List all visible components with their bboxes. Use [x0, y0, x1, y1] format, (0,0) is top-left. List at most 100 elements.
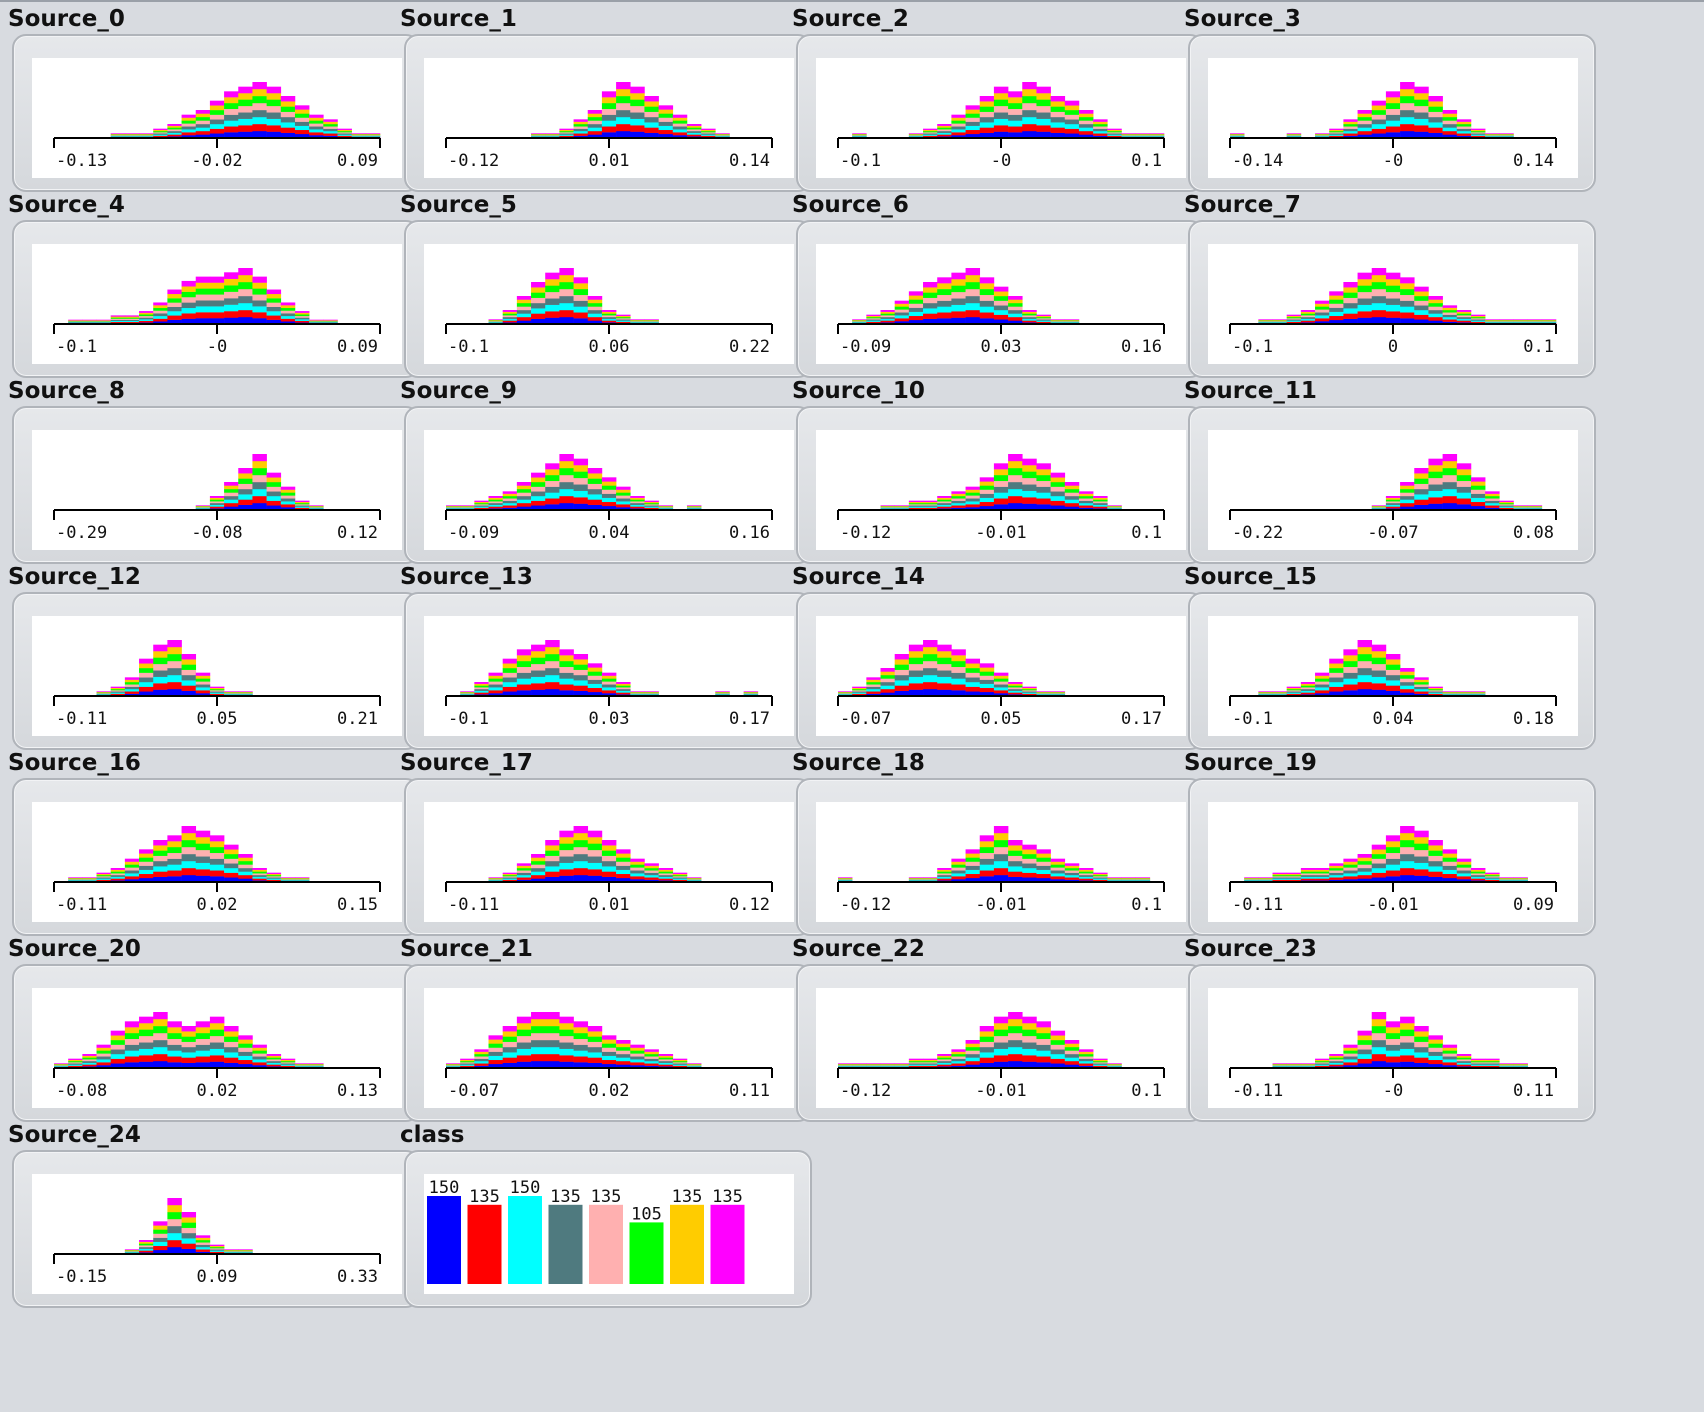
histogram-bar-segment: [266, 315, 282, 320]
histogram-bar-segment: [68, 1061, 83, 1063]
attribute-panel-Source_17[interactable]: Source_17 -0.11 0.01 0.12: [394, 746, 812, 948]
histogram-bar-segment: [1050, 321, 1066, 322]
histogram-bar-segment: [1008, 496, 1023, 504]
histogram-bar-segment: [838, 1063, 853, 1065]
histogram-bar-segment: [1414, 862, 1429, 870]
attribute-title: Source_20: [8, 936, 141, 962]
attribute-panel-class[interactable]: class 150 135 150 135 135 105 135 135: [394, 1118, 812, 1320]
histogram-bar-segment: [195, 690, 211, 694]
attribute-panel-Source_24[interactable]: Source_24 -0.15 0.09 0.33: [2, 1118, 420, 1320]
histogram-bar-segment: [573, 124, 589, 127]
histogram-bar-segment: [852, 1066, 867, 1068]
histogram-bar-segment: [630, 693, 645, 694]
histogram-bar-segment: [880, 320, 895, 323]
histogram-bar-segment: [1244, 879, 1259, 880]
attribute-panel-Source_9[interactable]: Source_9 -0.09 0.04 0.16: [394, 374, 812, 576]
histogram-bar-segment: [294, 317, 310, 320]
histogram-bar-segment: [195, 505, 211, 507]
histogram-bar-segment: [1357, 661, 1373, 669]
histogram-bar-segment: [82, 880, 97, 882]
histogram-bar-segment: [110, 316, 126, 318]
histogram-bar-segment: [545, 492, 560, 499]
histogram-bar-segment: [209, 687, 225, 690]
histogram-bar-segment: [965, 282, 981, 290]
histogram-bar-segment: [1315, 675, 1330, 679]
histogram-bar-segment: [516, 485, 532, 490]
attribute-panel-Source_16[interactable]: Source_16 -0.11 0.02 0.15: [2, 746, 420, 948]
histogram-bar-segment: [1343, 870, 1358, 874]
histogram-bar-segment: [209, 691, 225, 693]
histogram-bar-segment: [266, 486, 282, 492]
attribute-panel-Source_4[interactable]: Source_4 -0.1 -0 0.09: [2, 188, 420, 390]
histogram-bar-segment: [1315, 878, 1330, 881]
attribute-panel-Source_20[interactable]: Source_20 -0.08 0.02 0.13: [2, 932, 420, 1134]
histogram-bar-segment: [238, 282, 253, 290]
attribute-panel-Source_18[interactable]: Source_18 -0.12 -0.01 0.1: [786, 746, 1204, 948]
histogram-bar-segment: [1022, 497, 1037, 504]
attribute-panel-Source_5[interactable]: Source_5 -0.1 0.06 0.22: [394, 188, 812, 390]
attribute-panel-Source_6[interactable]: Source_6 -0.09 0.03 0.16: [786, 188, 1204, 390]
histogram-bar-segment: [1315, 684, 1330, 688]
histogram-bar-segment: [516, 655, 532, 662]
attribute-panel-Source_0[interactable]: Source_0 -0.13 -0.02 0.09: [2, 2, 420, 204]
histogram-bar-segment: [979, 1041, 995, 1048]
attribute-panel-Source_7[interactable]: Source_7 -0.1 0 0.1: [1178, 188, 1596, 390]
attribute-panel-Source_23[interactable]: Source_23 -0.11 -0 0.11: [1178, 932, 1596, 1134]
attribute-panel-Source_3[interactable]: Source_3 -0.14 -0 0.14: [1178, 2, 1596, 204]
histogram-bar-segment: [124, 317, 140, 319]
attribute-panel-Source_21[interactable]: Source_21 -0.07 0.02 0.11: [394, 932, 812, 1134]
attribute-panel-Source_10[interactable]: Source_10 -0.12 -0.01 0.1: [786, 374, 1204, 576]
histogram-bar-segment: [1078, 491, 1094, 494]
attribute-panel-Source_19[interactable]: Source_19 -0.11 -0.01 0.09: [1178, 746, 1596, 948]
histogram-bar-segment: [209, 852, 225, 859]
histogram-bar-segment: [1078, 507, 1094, 511]
histogram-bar-segment: [630, 876, 645, 880]
x-tick-label: -0.09: [840, 337, 891, 357]
histogram-bar-segment: [96, 1050, 111, 1054]
histogram-bar-segment: [1400, 840, 1415, 848]
histogram-bar-segment: [908, 877, 924, 879]
histogram-bar-segment: [96, 1056, 111, 1060]
attribute-panel-Source_2[interactable]: Source_2 -0.1 -0 0.1: [786, 2, 1204, 204]
histogram-bar-segment: [587, 317, 603, 321]
attribute-panel-Source_1[interactable]: Source_1 -0.12 0.01 0.14: [394, 2, 812, 204]
attribute-panel-Source_11[interactable]: Source_11 -0.22 -0.07 0.08: [1178, 374, 1596, 576]
attribute-panel-Source_13[interactable]: Source_13 -0.1 0.03 0.17: [394, 560, 812, 762]
histogram-bar-segment: [616, 319, 631, 321]
histogram-bar-segment: [323, 121, 338, 125]
histogram-bar-segment: [630, 1065, 645, 1069]
histogram-bar-segment: [474, 507, 489, 510]
histogram-bar-segment: [923, 1062, 938, 1064]
histogram-bar-segment: [266, 293, 282, 299]
histogram-bar-segment: [323, 135, 338, 139]
histogram-bar-segment: [979, 306, 995, 313]
histogram-bar-segment: [908, 1061, 924, 1063]
histogram-bar-segment: [110, 1063, 126, 1069]
attribute-panel-Source_22[interactable]: Source_22 -0.12 -0.01 0.1: [786, 932, 1204, 1134]
histogram-bar-segment: [1428, 320, 1443, 325]
histogram-bar-segment: [1121, 136, 1136, 138]
histogram-bar-segment: [601, 672, 617, 676]
attribute-panel-Source_8[interactable]: Source_8 -0.29 -0.08 0.12: [2, 374, 420, 576]
histogram-bar-segment: [1300, 873, 1316, 876]
histogram-bar-segment: [1078, 1058, 1094, 1062]
attribute-panel-Source_14[interactable]: Source_14 -0.07 0.05 0.17: [786, 560, 1204, 762]
histogram-bar-segment: [573, 477, 589, 485]
histogram-bar-segment: [1036, 475, 1051, 482]
histogram-bar-segment: [658, 875, 674, 877]
attribute-panel-Source_15[interactable]: Source_15 -0.1 0.04 0.18: [1178, 560, 1596, 762]
histogram-bar-segment: [488, 687, 503, 691]
histogram-bar-segment: [1315, 135, 1330, 137]
histogram-bar-segment: [252, 1056, 267, 1060]
histogram-bar-segment: [1343, 672, 1358, 679]
histogram-bar-segment: [587, 683, 603, 689]
histogram-bar-segment: [1400, 1061, 1415, 1069]
histogram-bar-segment: [852, 687, 867, 690]
histogram-bar-segment: [139, 677, 154, 683]
histogram-bar-segment: [1230, 133, 1245, 135]
histogram-bar-segment: [181, 302, 197, 309]
histogram-bar-segment: [601, 693, 617, 697]
attribute-panel-Source_12[interactable]: Source_12 -0.11 0.05 0.21: [2, 560, 420, 762]
histogram-bar-segment: [181, 1031, 197, 1037]
histogram-bar-segment: [1343, 655, 1358, 662]
